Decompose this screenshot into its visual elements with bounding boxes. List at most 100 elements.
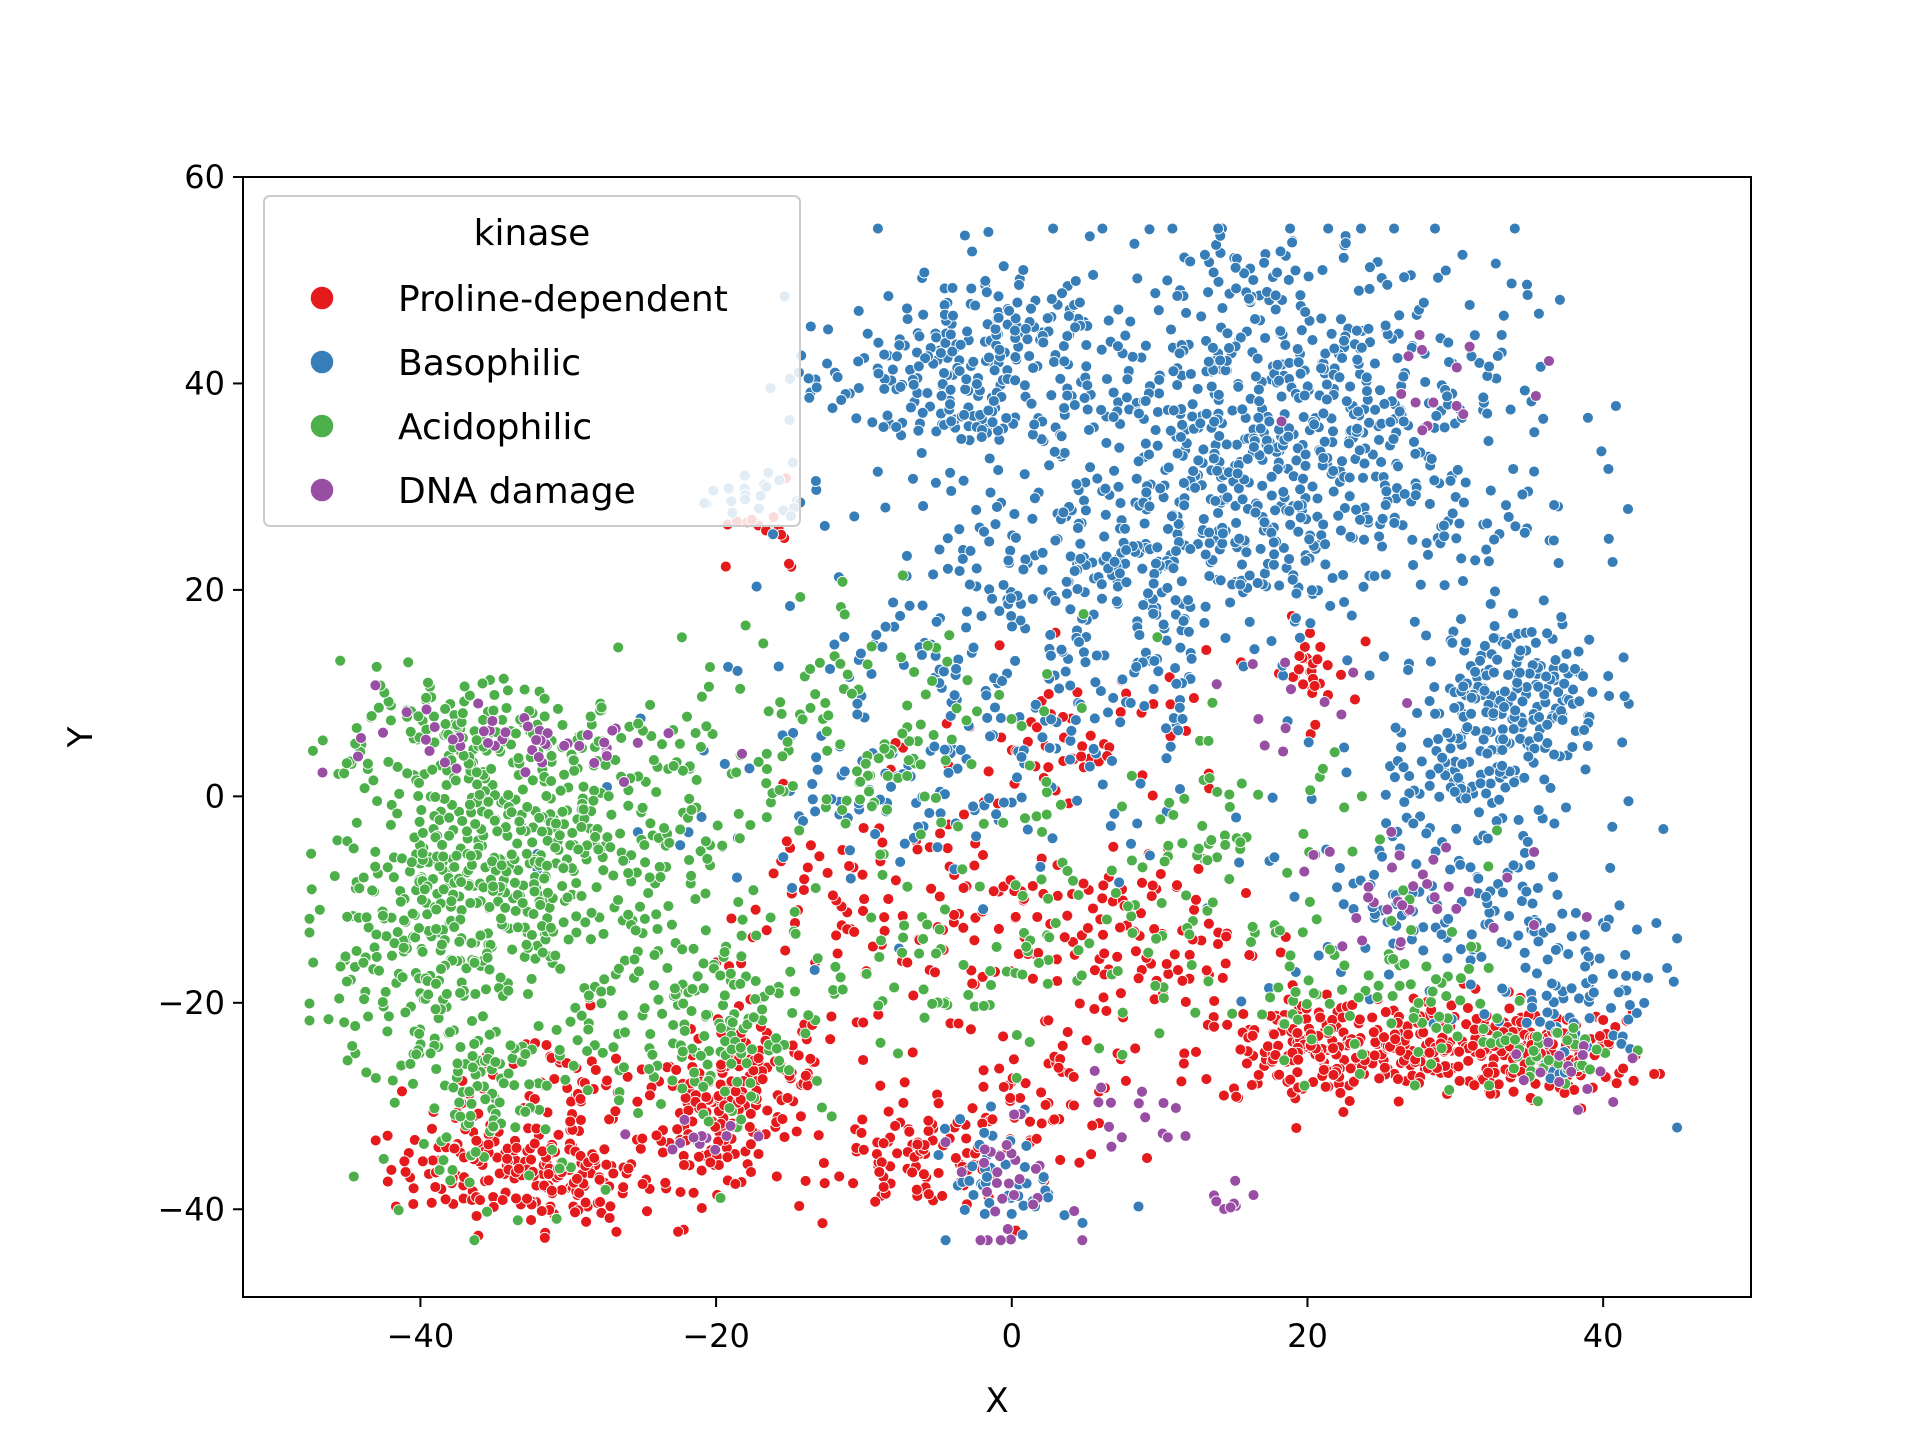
data-point <box>987 885 1000 898</box>
data-point <box>700 1008 713 1021</box>
data-point <box>1021 823 1034 836</box>
data-point <box>1069 275 1082 287</box>
data-point <box>1200 964 1213 977</box>
data-point <box>854 775 867 788</box>
data-point <box>702 680 715 693</box>
data-point <box>1023 1036 1036 1049</box>
data-point <box>901 699 914 712</box>
data-point <box>881 803 893 816</box>
data-point <box>1048 445 1061 458</box>
data-point <box>1180 306 1193 319</box>
data-point <box>1455 943 1467 956</box>
data-point <box>996 1192 1009 1205</box>
data-point <box>1438 579 1451 592</box>
data-point <box>897 1096 910 1109</box>
data-point <box>1106 754 1118 767</box>
data-point <box>1170 545 1182 558</box>
data-point <box>898 919 911 932</box>
data-point <box>1502 669 1515 681</box>
data-point <box>1464 861 1477 874</box>
data-point <box>1430 1021 1443 1034</box>
data-point <box>977 849 989 862</box>
data-point <box>1388 771 1401 784</box>
data-point <box>305 883 318 896</box>
data-point <box>1246 1029 1259 1042</box>
data-point <box>382 755 395 768</box>
data-point <box>439 702 452 715</box>
data-point <box>1247 274 1260 286</box>
data-point <box>981 711 994 724</box>
data-point <box>1292 499 1305 512</box>
data-point <box>577 803 590 816</box>
data-point <box>1650 917 1663 930</box>
data-point <box>1096 778 1109 791</box>
data-point <box>1378 1031 1390 1044</box>
data-point <box>789 927 802 940</box>
data-point <box>1004 1233 1017 1246</box>
data-point <box>1165 510 1178 523</box>
data-point <box>1498 685 1511 698</box>
data-point <box>944 466 957 479</box>
data-point <box>692 1150 705 1163</box>
data-point <box>1289 264 1302 277</box>
data-point <box>915 649 928 661</box>
data-point <box>786 881 799 894</box>
data-point <box>830 929 843 942</box>
data-point <box>699 835 712 848</box>
data-point <box>1353 444 1366 457</box>
data-point <box>1671 1121 1684 1134</box>
data-point <box>952 1017 965 1030</box>
data-point <box>735 950 748 963</box>
data-point <box>936 1189 949 1202</box>
data-point <box>1040 808 1053 821</box>
data-point <box>1573 695 1586 708</box>
data-point <box>676 764 689 777</box>
data-point <box>1667 975 1680 988</box>
data-point <box>1407 559 1420 572</box>
data-point <box>502 984 515 997</box>
data-point <box>882 290 895 303</box>
data-point <box>774 696 787 709</box>
data-point <box>1308 679 1321 692</box>
data-point <box>1317 407 1330 420</box>
data-point <box>872 336 885 349</box>
data-point <box>950 702 963 715</box>
data-point <box>1364 336 1376 349</box>
data-point <box>1102 314 1115 327</box>
data-point <box>1415 755 1428 768</box>
data-point <box>1366 1011 1379 1024</box>
data-point <box>891 350 903 363</box>
data-point <box>1441 1022 1454 1035</box>
data-point <box>666 1074 679 1087</box>
data-point <box>508 876 521 889</box>
data-point <box>969 299 982 312</box>
data-point <box>370 660 383 673</box>
data-point <box>1540 670 1553 683</box>
data-point <box>399 1165 412 1178</box>
data-point <box>1453 1045 1466 1058</box>
data-point <box>416 945 429 958</box>
data-point <box>706 728 719 741</box>
data-point <box>756 1003 769 1016</box>
data-point <box>1153 373 1166 386</box>
data-point <box>1212 507 1225 519</box>
data-point <box>903 735 916 748</box>
data-point <box>567 1059 580 1072</box>
data-point <box>1657 823 1670 836</box>
data-point <box>1201 904 1214 917</box>
data-point <box>464 1109 477 1122</box>
data-point <box>876 868 889 881</box>
data-point <box>829 960 842 973</box>
data-point <box>456 815 469 827</box>
data-point <box>1233 856 1246 869</box>
data-point <box>734 977 747 990</box>
data-point <box>1455 552 1468 565</box>
data-point <box>1509 520 1522 533</box>
data-point <box>1056 287 1068 300</box>
data-point <box>641 1205 653 1218</box>
data-point <box>1528 465 1541 478</box>
data-point <box>906 1046 919 1059</box>
data-point <box>739 619 752 632</box>
data-point <box>470 1134 483 1147</box>
data-point <box>928 740 941 753</box>
